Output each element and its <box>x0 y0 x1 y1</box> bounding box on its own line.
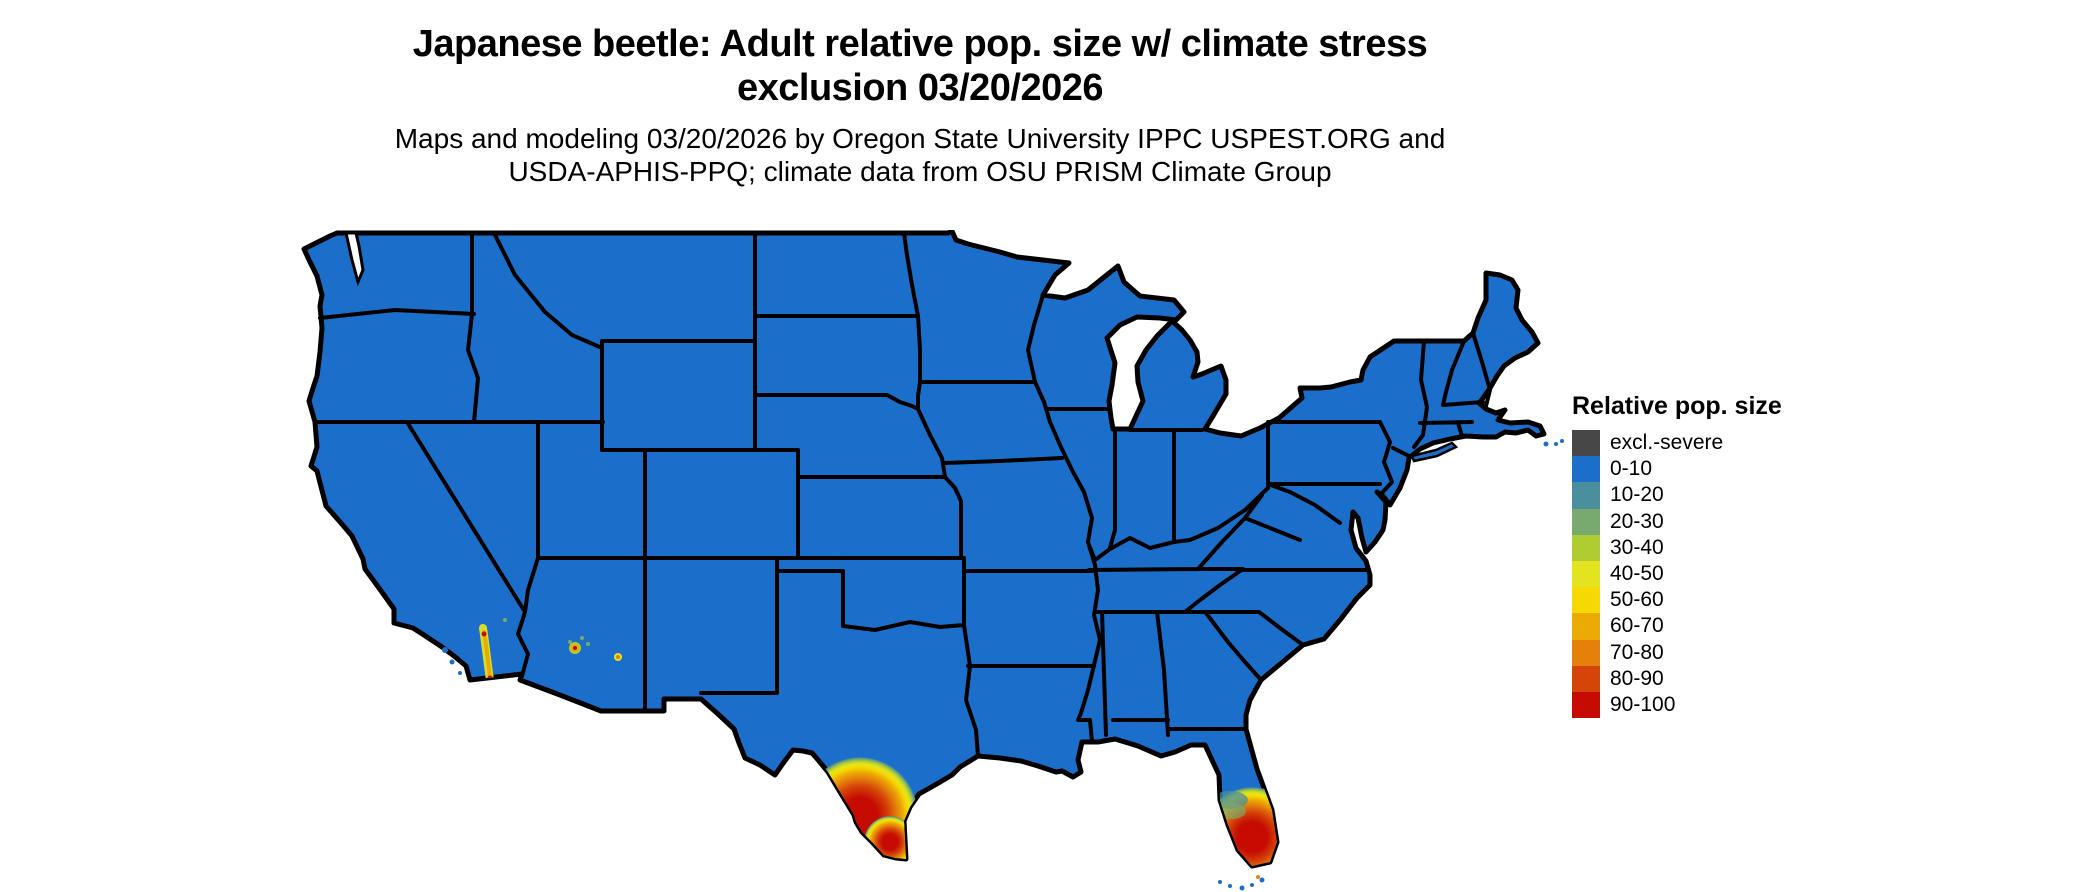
subtitle-line-2: USDA-APHIS-PPQ; climate data from OSU PR… <box>508 156 1332 187</box>
legend-swatch <box>1572 587 1600 614</box>
hotspot-socal-red-speck <box>481 631 487 637</box>
us-map-svg <box>301 228 1564 891</box>
figure-subtitle: Maps and modeling 03/20/2026 by Oregon S… <box>395 122 1446 188</box>
hotspot-az-green-speck <box>568 640 572 644</box>
puget-sound <box>344 231 365 287</box>
legend-swatch <box>1572 613 1600 640</box>
legend-item: 60-70 <box>1572 613 1782 640</box>
long-island <box>1410 441 1459 463</box>
florida-keys-hot-speck <box>1256 875 1260 879</box>
us-landmass <box>301 228 1547 869</box>
legend-swatch <box>1572 639 1600 666</box>
hotspot-yuma-speck <box>616 655 620 659</box>
legend-item-label: 60-70 <box>1610 614 1664 638</box>
title-line-2: exclusion 03/20/2026 <box>736 67 1104 109</box>
map-legend: Relative pop. size excl.-severe 0-10 10-20… <box>1572 392 1782 719</box>
subtitle-line-1: Maps and modeling 03/20/2026 by Oregon S… <box>394 123 1446 154</box>
legend-item-label: 40-50 <box>1610 562 1664 586</box>
legend-item-label: 80-90 <box>1610 666 1664 690</box>
legend-item-label: 20-30 <box>1610 509 1664 533</box>
legend-item: 90-100 <box>1572 691 1782 719</box>
hotspot-socal-red-speck <box>490 688 494 692</box>
state-borders <box>313 231 1492 758</box>
legend-item: 70-80 <box>1572 639 1782 666</box>
coastal-islands <box>442 439 1564 891</box>
hotspot-ca-green-speck <box>503 618 507 622</box>
title-line-1: Japanese beetle: Adult relative pop. siz… <box>412 23 1428 65</box>
legend-item-label: excl.-severe <box>1610 431 1724 455</box>
legend-item: 30-40 <box>1572 534 1782 561</box>
legend-swatch <box>1572 482 1600 509</box>
hotspot-az-green-speck <box>586 642 590 646</box>
hotspot-az-green-speck <box>580 636 584 640</box>
legend-title: Relative pop. size <box>1572 392 1782 420</box>
legend-swatch <box>1572 665 1600 692</box>
legend-swatch <box>1572 508 1600 535</box>
legend-swatch <box>1572 456 1600 483</box>
legend-swatch <box>1572 560 1600 588</box>
figure-title: Japanese beetle: Adult relative pop. siz… <box>413 22 1428 110</box>
legend-item-label: 30-40 <box>1610 535 1664 559</box>
us-map <box>300 228 1570 892</box>
legend-item: 10-20 <box>1572 482 1782 509</box>
legend-swatch <box>1572 430 1600 457</box>
hotspot-florida-green-band <box>1218 803 1246 819</box>
legend-item: 0-10 <box>1572 456 1782 483</box>
legend-item-label: 90-100 <box>1610 692 1676 716</box>
hotspot-south-florida <box>1202 787 1302 866</box>
legend-rows: excl.-severe 0-10 10-20 20-30 30-40 40-50 50-6… <box>1572 430 1782 719</box>
legend-item-label: 10-20 <box>1610 483 1664 507</box>
legend-item: 50-60 <box>1572 587 1782 614</box>
legend-item-label: 70-80 <box>1610 640 1664 664</box>
legend-item: 20-30 <box>1572 508 1782 535</box>
legend-item: excl.-severe <box>1572 430 1782 457</box>
legend-item: 80-90 <box>1572 665 1782 692</box>
legend-item: 40-50 <box>1572 560 1782 588</box>
legend-item-label: 50-60 <box>1610 588 1664 612</box>
legend-swatch <box>1572 691 1600 719</box>
legend-swatch <box>1572 534 1600 561</box>
hotspot-arizona-speck <box>573 646 577 650</box>
legend-item-label: 0-10 <box>1610 457 1653 481</box>
